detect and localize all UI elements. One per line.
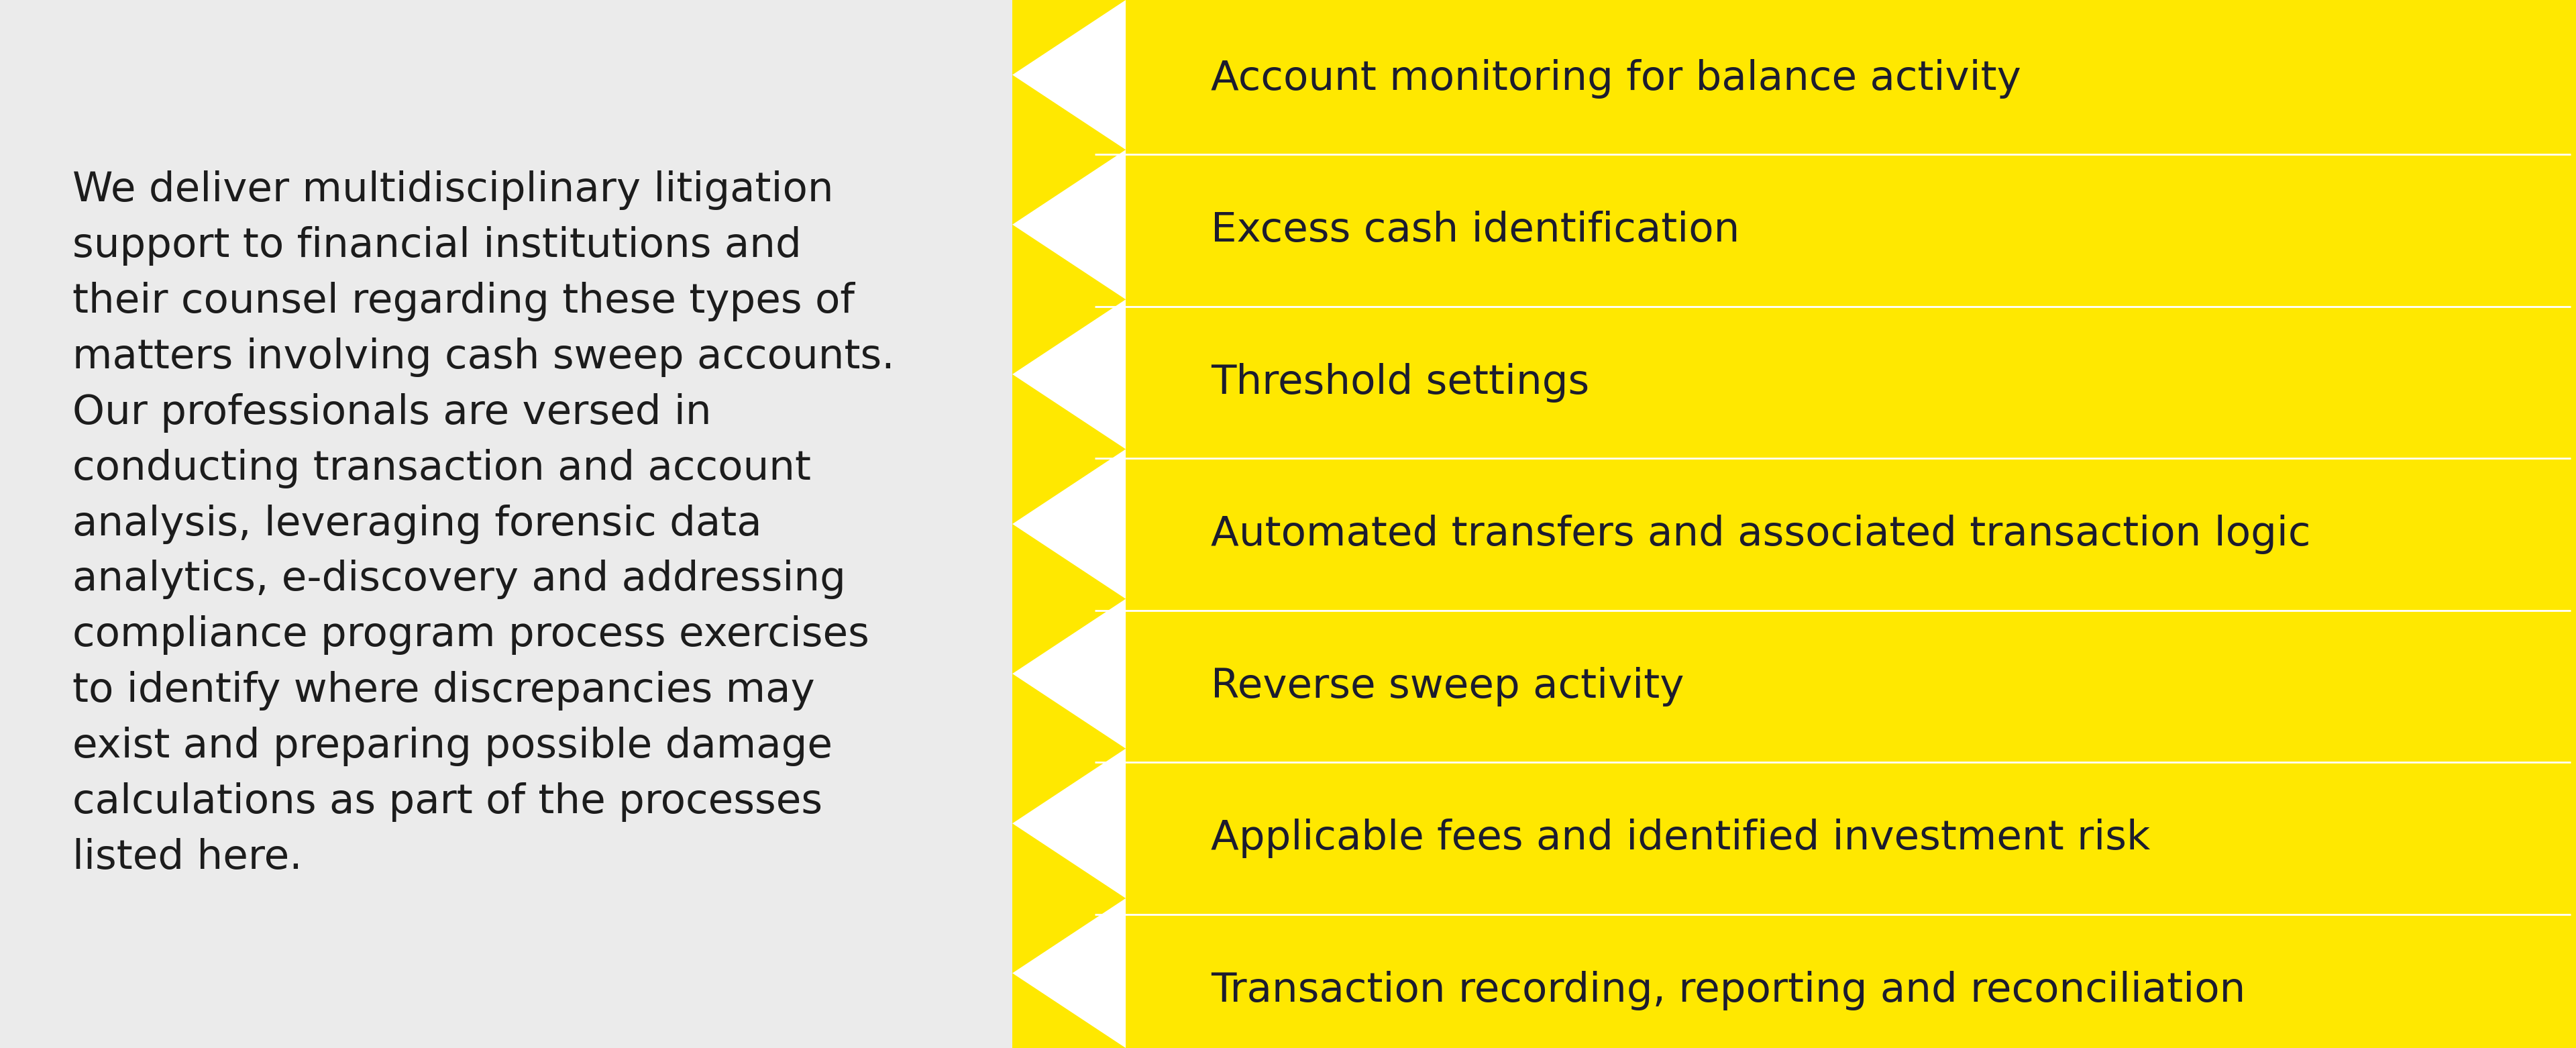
Bar [0, 0, 1126, 1048]
Polygon shape [1012, 150, 1126, 300]
Polygon shape [1012, 300, 1126, 450]
Text: Account monitoring for balance activity: Account monitoring for balance activity [1211, 59, 2022, 99]
Text: Applicable fees and identified investment risk: Applicable fees and identified investmen… [1211, 818, 2151, 858]
Text: Excess cash identification: Excess cash identification [1211, 211, 1739, 250]
Polygon shape [1012, 0, 1126, 150]
Polygon shape [1012, 598, 1126, 748]
Text: Transaction recording, reporting and reconciliation: Transaction recording, reporting and rec… [1211, 970, 2246, 1010]
Text: Automated transfers and associated transaction logic: Automated transfers and associated trans… [1211, 515, 2311, 554]
Polygon shape [1012, 748, 1126, 898]
Bar [1012, 0, 2576, 1048]
Text: We deliver multidisciplinary litigation
support to financial institutions and
th: We deliver multidisciplinary litigation … [72, 171, 894, 877]
Text: Threshold settings: Threshold settings [1211, 363, 1589, 402]
Text: Reverse sweep activity: Reverse sweep activity [1211, 667, 1685, 706]
Polygon shape [1012, 898, 1126, 1048]
Polygon shape [1012, 450, 1126, 598]
